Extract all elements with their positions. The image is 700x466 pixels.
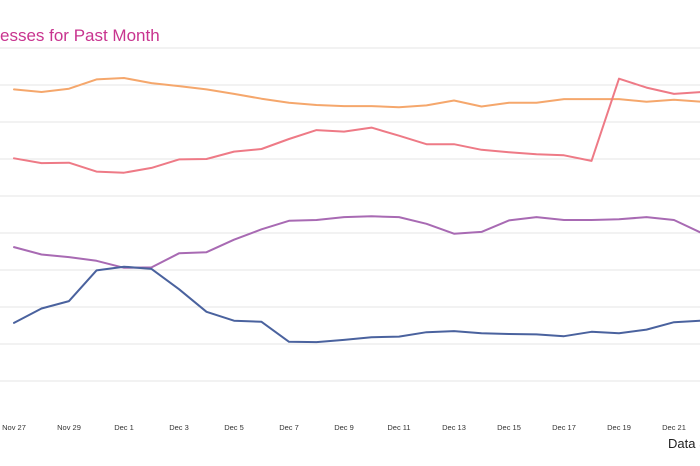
x-tick-label: Dec 7 <box>279 423 299 432</box>
x-tick-label: Dec 15 <box>497 423 521 432</box>
series-line-1 <box>13 77 700 109</box>
x-tick-label: Dec 9 <box>334 423 354 432</box>
x-tick-label: Dec 5 <box>224 423 244 432</box>
x-tick-label: Dec 17 <box>552 423 576 432</box>
x-tick-label: Dec 21 <box>662 423 686 432</box>
series-line-4 <box>13 265 700 344</box>
x-tick-label: Dec 13 <box>442 423 466 432</box>
x-axis-tick-labels: Nov 27 Nov 29 Dec 1 Dec 3 Dec 5 Dec 7 Dec 9 Dec… <box>2 423 686 432</box>
x-tick-label: Dec 3 <box>169 423 189 432</box>
x-tick-label: Dec 11 <box>387 423 410 432</box>
series-line-2 <box>13 77 700 174</box>
chart-title: esses for Past Month <box>0 26 160 45</box>
series-lines <box>13 77 700 344</box>
x-tick-label: Nov 29 <box>57 423 81 432</box>
x-tick-label: Nov 27 <box>2 423 26 432</box>
series-line-3 <box>13 215 700 269</box>
x-tick-label: Dec 19 <box>607 423 631 432</box>
data-source-note: Data S <box>668 436 700 451</box>
x-tick-label: Dec 1 <box>114 423 134 432</box>
